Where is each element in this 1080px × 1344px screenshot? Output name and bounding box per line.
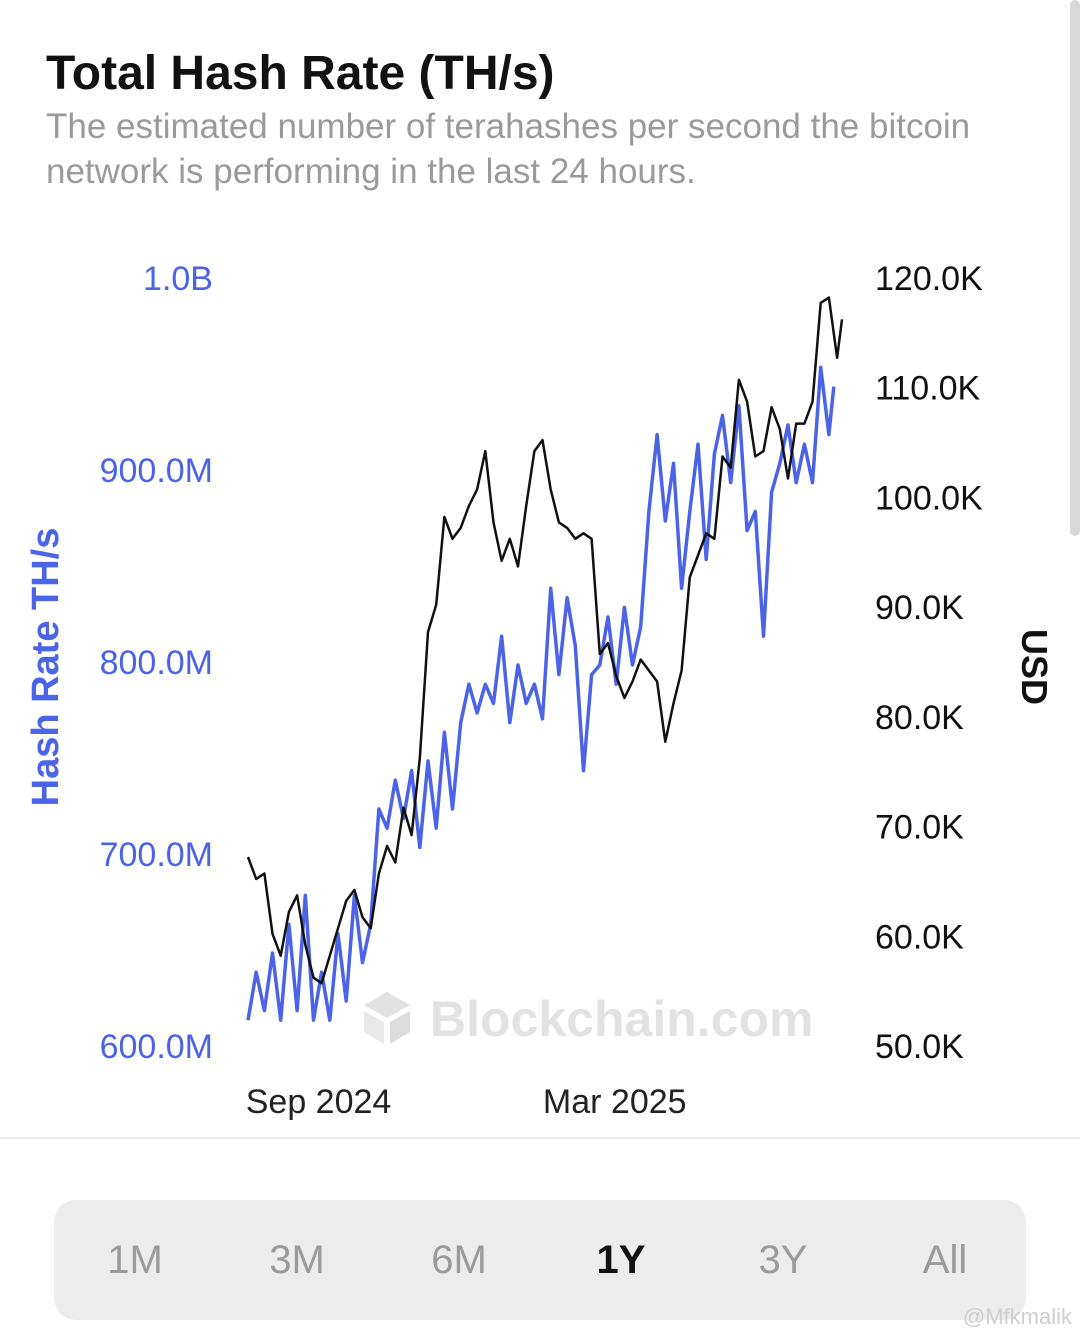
y-right-tick-label: 110.0K xyxy=(875,370,981,408)
watermark: Blockchain.com xyxy=(364,991,813,1047)
divider xyxy=(0,1137,1080,1139)
scrollbar[interactable] xyxy=(1070,0,1080,536)
y-right-tick-label: 80.0K xyxy=(875,699,964,737)
y-left-tick-label: 900.0M xyxy=(100,452,213,490)
range-button-3m[interactable]: 3M xyxy=(269,1237,325,1282)
y-left-axis-label: Hash Rate TH/s xyxy=(25,528,67,807)
y-right-axis-label: USD xyxy=(1014,629,1055,705)
range-button-3y[interactable]: 3Y xyxy=(758,1237,808,1282)
y-left-tick-label: 1.0B xyxy=(143,260,213,298)
hash-rate-chart: Blockchain.com 600.0M 700.0M 800.0M 900.0M 1… xyxy=(25,260,1055,1121)
x-tick-label: Sep 2024 xyxy=(246,1083,392,1121)
range-button-all[interactable]: All xyxy=(922,1237,968,1282)
y-left-tick-label: 800.0M xyxy=(100,644,213,682)
y-right-tick-label: 90.0K xyxy=(875,589,964,627)
y-right-tick-label: 60.0K xyxy=(875,918,964,956)
y-right-tick-label: 70.0K xyxy=(875,809,964,847)
watermark-text: Blockchain.com xyxy=(430,991,813,1047)
y-left-tick-label: 600.0M xyxy=(100,1028,213,1066)
y-right-tick-label: 120.0K xyxy=(875,260,983,298)
price-series-line xyxy=(246,296,844,985)
chart-subtitle: The estimated number of terahashes per s… xyxy=(46,107,971,191)
credit-text: @Mfkmalik xyxy=(962,1304,1072,1329)
y-right-tick-label: 100.0K xyxy=(875,479,983,517)
hash-rate-series-line xyxy=(246,365,836,1022)
chart-title: Total Hash Rate (TH/s) xyxy=(46,47,555,100)
y-left-tick-label: 700.0M xyxy=(100,836,213,874)
range-button-1y[interactable]: 1Y xyxy=(596,1237,646,1282)
range-button-1m[interactable]: 1M xyxy=(107,1237,163,1282)
range-button-6m[interactable]: 6M xyxy=(431,1237,487,1282)
time-range-selector: 1M 3M 6M 1Y 3Y All xyxy=(54,1200,1026,1320)
blockchain-logo-icon xyxy=(364,992,410,1044)
y-right-tick-label: 50.0K xyxy=(875,1028,964,1066)
x-tick-label: Mar 2025 xyxy=(543,1083,687,1121)
